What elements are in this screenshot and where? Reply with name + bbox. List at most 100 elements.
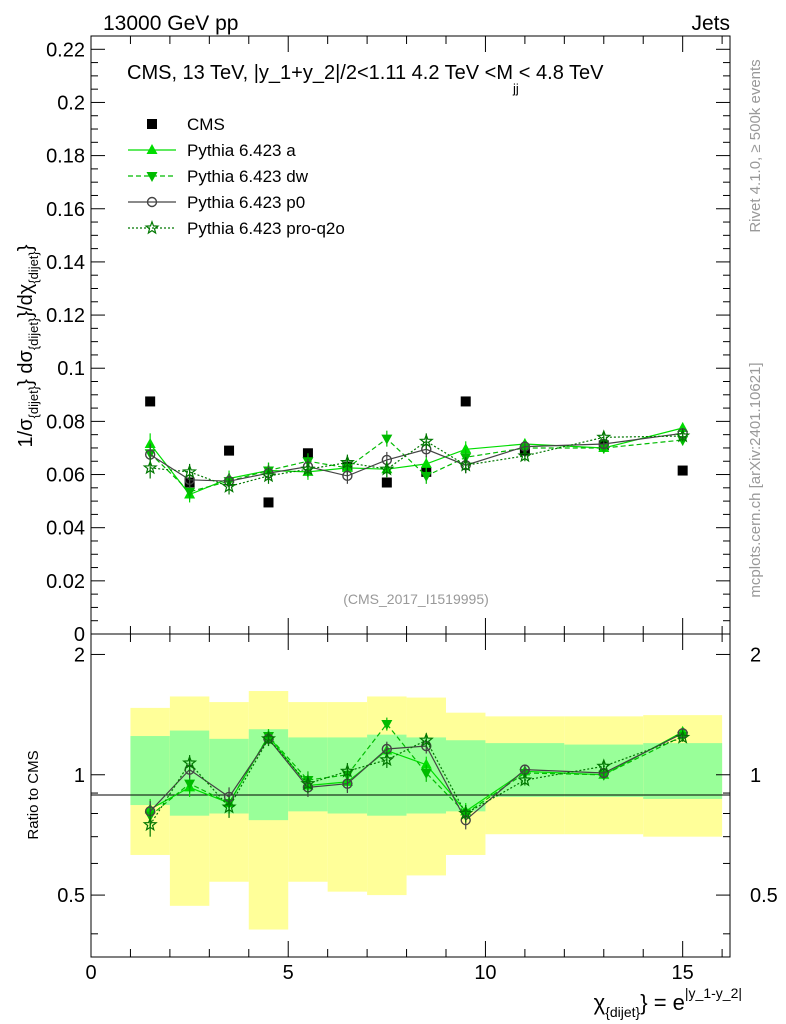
svg-text:1/σ{dijet}} dσ{dijet}}/dχ{dije: 1/σ{dijet}} dσ{dijet}}/dχ{dijet}} bbox=[15, 244, 41, 447]
ratio-point-pythia-6-423-pro-q2o bbox=[379, 751, 395, 767]
main-y-tick-label: 0.12 bbox=[46, 305, 85, 327]
main-point-pythia-6-423-dw bbox=[381, 434, 393, 445]
ratio-panel: 0.5 0.5 1 1 2 2 0 5 10 15 Ratio to CMS χ{dijet}}… bbox=[25, 633, 778, 1020]
title-subscript: jj bbox=[512, 81, 519, 96]
main-point-pythia-6-423-pro-q2o bbox=[379, 461, 395, 476]
watermark: (CMS_2017_I1519995) bbox=[343, 591, 489, 607]
rivet-label: Rivet 4.1.0, ≥ 500k events bbox=[747, 59, 764, 232]
main-line-pythia-6-423-p0 bbox=[149, 432, 683, 482]
legend-marker-pythia-6-423-dw bbox=[146, 172, 158, 182]
main-y-tick-label: 0.2 bbox=[57, 92, 85, 114]
x-tick-label: 10 bbox=[474, 962, 496, 984]
main-point-pythia-6-423-a bbox=[420, 457, 432, 468]
legend-marker-pythia-6-423-p0 bbox=[146, 196, 158, 208]
main-point-cms bbox=[381, 477, 392, 488]
legend-label: Pythia 6.423 pro-q2o bbox=[187, 219, 345, 238]
ratio-series-pythia-6-423-pro-q2o bbox=[142, 729, 691, 837]
legend-marker-cms bbox=[147, 119, 157, 129]
mcplots-label: mcplots.cern.ch [arXiv:2401.10621] bbox=[747, 362, 764, 597]
main-y-axis: 0 0.02 0.04 0.06 0.08 0.1 0.12 0.14 0.16 0.18 0.2 0… bbox=[46, 39, 730, 646]
main-y-tick-label: 0.02 bbox=[46, 571, 85, 593]
ratio-line-pythia-6-423-dw bbox=[149, 723, 683, 817]
ratio-point-pythia-6-423-pro-q2o bbox=[458, 805, 474, 820]
main-point-pythia-6-423-p0 bbox=[342, 470, 353, 482]
x-tick-label: 0 bbox=[85, 962, 96, 984]
main-point-pythia-6-423-pro-q2o bbox=[339, 454, 355, 469]
main-y-tick-label: 0.14 bbox=[46, 252, 85, 274]
ratio-uncertainty-bands bbox=[130, 691, 723, 930]
main-point-cms bbox=[145, 396, 156, 407]
ratio-point-pythia-6-423-pro-q2o bbox=[596, 758, 612, 773]
ratio-y-tick-label-right: 2 bbox=[750, 644, 761, 666]
legend-label: Pythia 6.423 dw bbox=[187, 167, 309, 186]
ratio-y-axis: 0.5 0.5 1 1 2 2 bbox=[57, 644, 778, 935]
x-tick-label: 15 bbox=[672, 962, 694, 984]
ratio-x-axis: 0 5 10 15 bbox=[85, 634, 723, 984]
main-point-pythia-6-423-a bbox=[460, 443, 472, 454]
ratio-y-tick-label-right: 0.5 bbox=[750, 885, 778, 907]
legend-entry-pythia-6-423-dw: Pythia 6.423 dw bbox=[128, 167, 309, 186]
x-tick-label: 5 bbox=[283, 962, 294, 984]
main-point-pythia-6-423-pro-q2o bbox=[142, 460, 158, 475]
main-line-pythia-6-423-dw bbox=[149, 437, 683, 493]
main-x-ticks bbox=[90, 36, 723, 634]
main-title: CMS, 13 TeV, |y_1+y_2|/2<1.11 4.2 TeV <M… bbox=[127, 62, 604, 96]
ratio-point-pythia-6-423-pro-q2o bbox=[300, 775, 316, 791]
legend-entry-pythia-6-423-a: Pythia 6.423 a bbox=[128, 141, 296, 160]
ratio-point-pythia-6-423-pro-q2o bbox=[182, 755, 198, 770]
ratio-y-tick-label: 0.5 bbox=[57, 885, 85, 907]
x-axis-label: χ{dijet}} = e|y_1-y_2| bbox=[594, 985, 742, 1020]
main-point-pythia-6-423-pro-q2o bbox=[182, 463, 198, 479]
main-point-pythia-6-423-pro-q2o bbox=[300, 461, 316, 476]
main-y-tick-label: 0.04 bbox=[46, 518, 85, 540]
legend-marker-pythia-6-423-a bbox=[146, 144, 158, 154]
main-y-tick-label: 0.08 bbox=[46, 411, 85, 433]
legend-marker-pythia-6-423-pro-q2o bbox=[144, 220, 160, 235]
main-point-pythia-6-423-pro-q2o bbox=[260, 467, 277, 483]
main-point-cms bbox=[460, 396, 471, 407]
main-point-pythia-6-423-dw bbox=[420, 471, 432, 482]
legend-label: Pythia 6.423 p0 bbox=[187, 193, 305, 212]
legend-entry-pythia-6-423-p0: Pythia 6.423 p0 bbox=[128, 193, 305, 212]
main-point-cms bbox=[677, 465, 688, 476]
main-point-pythia-6-423-pro-q2o bbox=[517, 447, 533, 463]
ratio-point-pythia-6-423-a bbox=[420, 758, 432, 769]
ratio-inner-band bbox=[643, 743, 723, 799]
ratio-line-pythia-6-423-p0 bbox=[149, 732, 683, 822]
legend-label: Pythia 6.423 a bbox=[187, 141, 296, 160]
category-label: Jets bbox=[691, 12, 730, 35]
ratio-point-pythia-6-423-dw bbox=[184, 779, 196, 790]
legend-label: CMS bbox=[187, 115, 225, 134]
ratio-point-pythia-6-423-pro-q2o bbox=[517, 772, 533, 787]
ratio-point-pythia-6-423-pro-q2o bbox=[675, 729, 691, 744]
main-point-pythia-6-423-pro-q2o bbox=[596, 429, 612, 444]
main-point-pythia-6-423-pro-q2o bbox=[418, 433, 434, 448]
ratio-point-pythia-6-423-pro-q2o bbox=[221, 799, 237, 814]
main-data-marks bbox=[142, 396, 691, 508]
ratio-frame bbox=[90, 633, 731, 958]
ratio-data-marks bbox=[142, 717, 691, 837]
main-point-pythia-6-423-dw bbox=[184, 487, 196, 498]
ratio-inner-band bbox=[446, 740, 486, 812]
main-point-cms bbox=[224, 445, 235, 456]
ratio-y-label: Ratio to CMS bbox=[25, 750, 42, 839]
ratio-y-tick-label: 2 bbox=[74, 644, 85, 666]
ratio-point-pythia-6-423-dw bbox=[381, 719, 393, 730]
main-point-pythia-6-423-pro-q2o bbox=[675, 428, 691, 443]
main-point-pythia-6-423-pro-q2o bbox=[221, 478, 237, 493]
ratio-inner-band bbox=[130, 736, 170, 806]
main-y-label: 1/σ{dijet}} dσ{dijet}}/dχ{dijet}} bbox=[15, 244, 41, 447]
main-point-pythia-6-423-pro-q2o bbox=[458, 457, 474, 472]
ratio-y-tick-label: 1 bbox=[74, 765, 85, 787]
main-series-pythia-6-423-pro-q2o bbox=[142, 428, 691, 495]
legend-entry-pythia-6-423-pro-q2o: Pythia 6.423 pro-q2o bbox=[128, 219, 345, 238]
ratio-point-pythia-6-423-dw bbox=[420, 769, 432, 780]
main-y-tick-label: 0.16 bbox=[46, 199, 85, 221]
main-y-tick-label: 0.06 bbox=[46, 465, 85, 487]
ratio-point-pythia-6-423-pro-q2o bbox=[418, 732, 434, 747]
main-y-tick-label: 0 bbox=[74, 624, 85, 646]
main-point-cms bbox=[263, 497, 274, 508]
main-y-tick-label: 0.18 bbox=[46, 146, 85, 168]
main-panel: 0 0.02 0.04 0.06 0.08 0.1 0.12 0.14 0.16 0.18 0.2 0… bbox=[15, 35, 731, 646]
